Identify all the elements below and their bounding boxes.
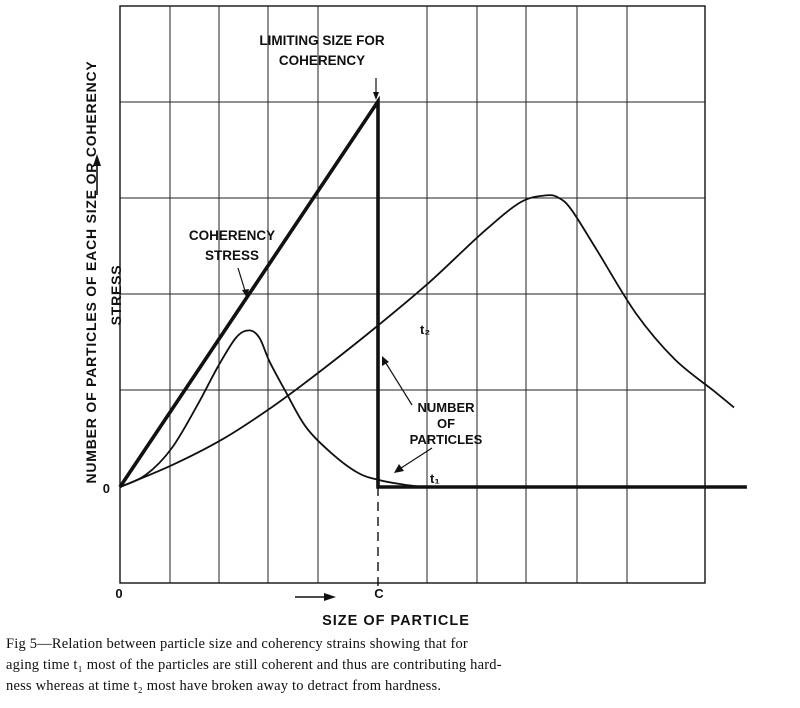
- series-t2-line: [119, 194, 735, 488]
- caption-line-1: Fig 5—Relation between particle size and…: [6, 636, 468, 652]
- stress-label-line1: COHERENCY: [189, 228, 275, 243]
- chart-grid: [119, 5, 706, 591]
- y-axis-label: NUMBER OF PARTICLES OF EACH SIZE OR COHE…: [83, 60, 99, 483]
- caption-line-2: aging time t₁ most of the particles are …: [6, 657, 502, 673]
- t1-label: t₁: [430, 471, 440, 486]
- x-arrow-head-icon: [324, 593, 336, 601]
- limit-pointer-head-icon: [373, 92, 379, 100]
- series-stress-line: [118, 95, 747, 489]
- stress-leader-head-icon: [242, 289, 249, 298]
- series-t1-line: [119, 329, 425, 488]
- number-leader-t1: [397, 447, 433, 471]
- limit-label-line2: COHERENCY: [279, 53, 365, 68]
- number-leader-t1-head-icon: [394, 464, 404, 473]
- chart-marks: LIMITING SIZE FOR COHERENCY COHERENCY ST…: [83, 33, 483, 629]
- y-tick-label-0: 0: [103, 481, 110, 496]
- y-axis-label-2: STRESS: [108, 265, 124, 326]
- t2-label: t₂: [420, 322, 430, 337]
- y-arrow-head-icon: [93, 154, 101, 166]
- figure-caption: Fig 5—Relation between particle size and…: [6, 634, 796, 697]
- number-label-line2: OF: [437, 416, 455, 431]
- x-axis-label: SIZE OF PARTICLE: [322, 613, 470, 629]
- stress-label-line2: STRESS: [205, 248, 259, 263]
- x-tick-label-0: 0: [115, 586, 122, 601]
- chart: LIMITING SIZE FOR COHERENCY COHERENCY ST…: [83, 5, 747, 629]
- chart-series: [118, 95, 747, 489]
- number-leader-t2: [383, 359, 413, 406]
- number-label-line3: PARTICLES: [410, 432, 483, 447]
- caption-line-3: ness whereas at time t₂ most have broken…: [6, 678, 442, 694]
- number-leader-t2-head-icon: [382, 356, 389, 366]
- number-label-line1: NUMBER: [417, 400, 475, 415]
- limit-label-line1: LIMITING SIZE FOR: [259, 33, 384, 48]
- x-tick-label-c: C: [374, 586, 384, 601]
